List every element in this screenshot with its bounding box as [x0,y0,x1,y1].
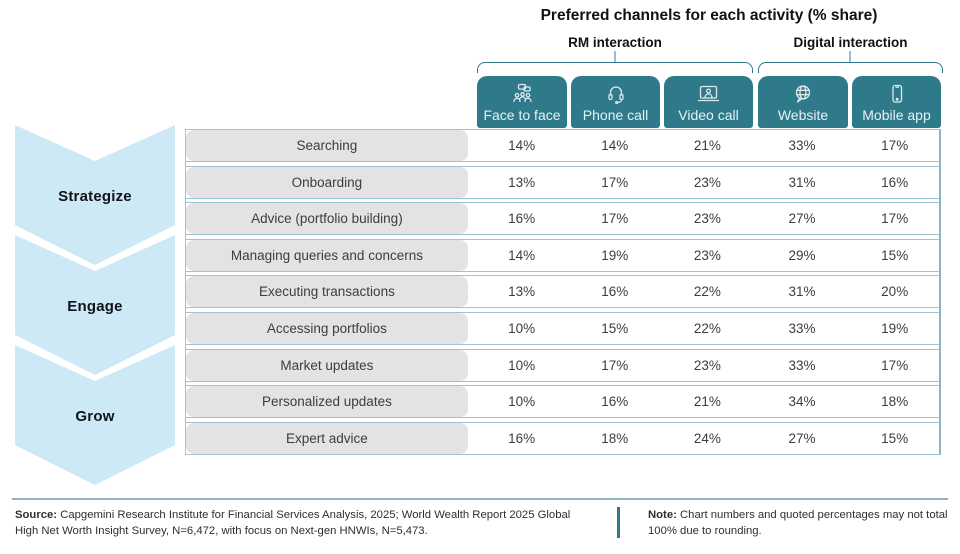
stage-chevron-strategize: Strategize [15,125,175,265]
table-row: Onboarding 13% 17% 23% 31% 16% [186,165,939,199]
value-mobile-app: 20% [881,284,909,300]
column-header-mobile-app: Mobile app [852,76,941,128]
value-phone-call: 16% [601,284,629,300]
table-row: Personalized updates 10% 16% 21% 34% 18% [186,385,939,419]
value-website: 29% [788,247,816,263]
stage-label: Strategize [58,188,132,205]
value-phone-call: 16% [601,394,629,410]
value-website: 33% [788,138,816,153]
people-group-icon [509,76,536,108]
value-face-to-face: 13% [508,284,536,300]
value-website: 34% [788,394,816,410]
column-header-label: Video call [678,106,739,123]
activity-label: Expert advice [186,422,468,454]
value-face-to-face: 14% [508,247,536,263]
activity-label: Executing transactions [186,276,468,308]
value-phone-call: 17% [601,174,629,190]
value-phone-call: 14% [601,138,629,153]
value-video-call: 24% [693,430,721,446]
rm-group-bracket [477,62,753,73]
value-mobile-app: 16% [881,174,909,190]
note-body: Chart numbers and quoted percentages may… [648,509,948,537]
value-video-call: 23% [693,357,721,373]
column-header-label: Mobile app [862,106,931,123]
value-website: 27% [788,430,816,446]
value-face-to-face: 16% [508,211,536,227]
activity-label: Personalized updates [186,386,468,418]
value-video-call: 22% [693,284,721,300]
activity-label: Advice (portfolio building) [186,203,468,235]
value-phone-call: 17% [601,211,629,227]
value-mobile-app: 17% [881,211,909,227]
value-website: 33% [788,320,816,336]
table-rows: Searching 14% 14% 21% 33% 17% Onboarding… [185,129,941,455]
value-mobile-app: 17% [881,138,909,153]
table-row: Executing transactions 13% 16% 22% 31% 2… [186,275,939,309]
value-website: 31% [788,284,816,300]
table-row: Advice (portfolio building) 16% 17% 23% … [186,202,939,236]
value-mobile-app: 15% [881,430,909,446]
column-header-phone-call: Phone call [571,76,660,128]
value-video-call: 22% [693,320,721,336]
activity-label: Onboarding [186,166,468,198]
video-call-laptop-icon [695,76,722,108]
activity-label: Market updates [186,349,468,381]
smartphone-icon [884,76,910,108]
stage-label: Engage [67,298,123,315]
value-face-to-face: 14% [508,138,536,153]
value-video-call: 23% [693,211,721,227]
source-body: Capgemini Research Institute for Financi… [15,509,571,537]
value-website: 27% [788,211,816,227]
value-face-to-face: 10% [508,357,536,373]
value-mobile-app: 18% [881,394,909,410]
column-header-face-to-face: Face to face [477,76,567,128]
table-row: Managing queries and concerns 14% 19% 23… [186,238,939,272]
value-video-call: 21% [693,394,721,410]
note-text: Note: Chart numbers and quoted percentag… [648,508,948,539]
digital-group-tick [849,51,851,62]
column-header-label: Phone call [582,106,649,123]
column-header-website: Website [758,76,848,128]
group-label-rm-interaction: RM interaction [568,35,662,50]
column-header-label: Website [777,106,829,123]
activity-label: Accessing portfolios [186,312,468,344]
value-phone-call: 18% [601,430,629,446]
source-text: Source: Capgemini Research Institute for… [15,508,590,539]
value-phone-call: 15% [601,320,629,336]
value-face-to-face: 16% [508,430,536,446]
group-label-digital-interaction: Digital interaction [793,35,908,50]
rm-group-tick [614,51,616,62]
figure-title: Preferred channels for each activity (% … [540,7,878,24]
value-phone-call: 19% [601,247,629,263]
value-mobile-app: 17% [881,357,909,373]
value-website: 33% [788,357,816,373]
table-row: Expert advice 16% 18% 24% 27% 15% [186,421,939,455]
value-face-to-face: 13% [508,174,536,190]
footer-divider [12,498,948,500]
activity-label: Searching [186,130,468,161]
digital-group-bracket [758,62,943,73]
value-mobile-app: 15% [881,247,909,263]
value-website: 31% [788,174,816,190]
value-face-to-face: 10% [508,320,536,336]
value-face-to-face: 10% [508,394,536,410]
table-row: Market updates 10% 17% 23% 33% 17% [186,348,939,382]
note-label: Note: [648,509,677,521]
stage-label: Grow [75,408,115,425]
value-mobile-app: 19% [881,320,909,336]
headset-icon [603,76,629,108]
column-header-video-call: Video call [664,76,753,128]
value-phone-call: 17% [601,357,629,373]
value-video-call: 23% [693,174,721,190]
globe-icon [790,76,816,108]
note-divider-bar [617,507,620,538]
column-header-label: Face to face [483,106,561,123]
value-video-call: 21% [693,138,721,153]
source-label: Source: [15,509,58,521]
activity-label: Managing queries and concerns [186,239,468,271]
value-video-call: 23% [693,247,721,263]
table-row: Searching 14% 14% 21% 33% 17% [186,129,939,162]
table-row: Accessing portfolios 10% 15% 22% 33% 19% [186,311,939,345]
